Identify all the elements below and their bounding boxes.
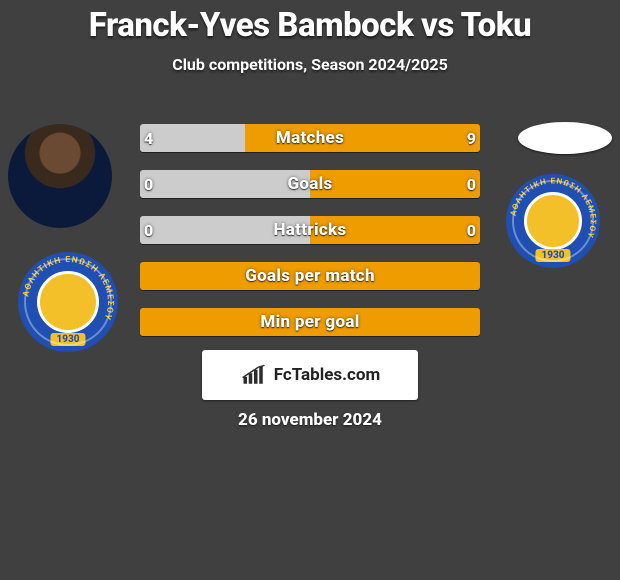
svg-text:ΑΘΛΗΤΙΚΗ ΕΝΩΣΗ ΛΕΜΕΣΟΥ: ΑΘΛΗΤΙΚΗ ΕΝΩΣΗ ΛΕΜΕΣΟΥ bbox=[21, 255, 115, 322]
stat-row: 49Matches bbox=[140, 124, 480, 152]
stat-label: Min per goal bbox=[140, 308, 480, 336]
subtitle: Club competitions, Season 2024/2025 bbox=[0, 55, 620, 74]
stat-label: Goals per match bbox=[140, 262, 480, 290]
player-left-photo bbox=[8, 124, 112, 228]
stat-row: Goals per match bbox=[140, 262, 480, 290]
stats-container: 49Matches 00Goals 00Hattricks Goals per mat… bbox=[140, 124, 480, 354]
player-right-photo-placeholder bbox=[518, 122, 612, 154]
club-badge-left: ΑΘΛΗΤΙΚΗ ΕΝΩΣΗ ΛΕΜΕΣΟΥ 1930 bbox=[18, 252, 118, 352]
club-badge-right-year: 1930 bbox=[535, 249, 570, 262]
watermark-text: FcTables.com bbox=[274, 365, 380, 385]
club-badge-right: ΑΘΛΗΤΙΚΗ ΕΝΩΣΗ ΛΕΜΕΣΟΥ 1930 bbox=[506, 174, 600, 268]
stat-row: 00Hattricks bbox=[140, 216, 480, 244]
generated-date: 26 november 2024 bbox=[0, 410, 620, 430]
stat-label: Hattricks bbox=[140, 216, 480, 244]
bar-chart-icon bbox=[240, 364, 268, 386]
stat-label: Goals bbox=[140, 170, 480, 198]
page-title: Franck-Yves Bambock vs Toku bbox=[0, 0, 620, 45]
stat-row: Min per goal bbox=[140, 308, 480, 336]
svg-text:ΑΘΛΗΤΙΚΗ ΕΝΩΣΗ ΛΕΜΕΣΟΥ: ΑΘΛΗΤΙΚΗ ΕΝΩΣΗ ΛΕΜΕΣΟΥ bbox=[509, 176, 598, 239]
stat-row: 00Goals bbox=[140, 170, 480, 198]
watermark: FcTables.com bbox=[202, 350, 418, 400]
club-badge-left-year: 1930 bbox=[50, 333, 85, 346]
stat-label: Matches bbox=[140, 124, 480, 152]
